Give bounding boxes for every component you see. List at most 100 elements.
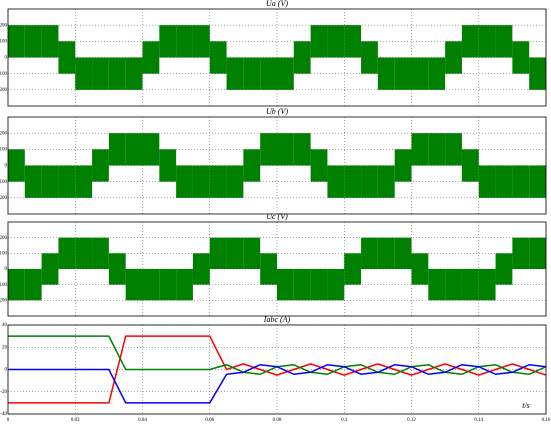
x-tick-label: 0: [7, 418, 10, 423]
pwm-band: [461, 25, 479, 58]
pwm-band: [428, 269, 446, 301]
pwm-band: [478, 25, 496, 58]
pwm-band: [226, 237, 244, 269]
panel-frame: [7, 324, 547, 415]
pwm-band: [260, 57, 277, 90]
pwm-band: [411, 133, 429, 166]
pwm-band: [377, 57, 395, 90]
y-tick-label: 200: [0, 23, 8, 28]
pwm-band: [529, 237, 546, 269]
pwm-band: [159, 25, 177, 58]
pwm-band: [58, 165, 76, 198]
pwm-band: [24, 25, 42, 58]
pwm-band: [277, 57, 294, 90]
pwm-band: [92, 57, 109, 90]
y-tick-label: 20: [2, 345, 8, 350]
y-tick-label: -100: [0, 72, 7, 77]
pwm-band: [512, 165, 530, 198]
panel-title: Ub (V): [266, 107, 288, 116]
pwm-band: [361, 237, 378, 269]
pwm-band: [445, 269, 462, 301]
pwm-band: [478, 269, 496, 301]
y-tick-label: 0: [5, 267, 8, 272]
pwm-band: [159, 149, 177, 182]
y-tick-label: -200: [0, 88, 7, 93]
pwm-band: [92, 149, 109, 182]
pwm-band: [243, 57, 261, 90]
x-tick-label: 0.02: [71, 418, 80, 423]
pwm-band: [176, 25, 193, 58]
pwm-band: [209, 237, 227, 269]
pwm-band: [327, 165, 345, 198]
pwm-band: [310, 269, 328, 301]
pwm-band: [243, 149, 261, 182]
y-tick-label: 100: [0, 251, 8, 256]
pwm-band: [428, 133, 446, 166]
x-axis-label: t/s: [522, 401, 530, 410]
x-tick-label: 0.06: [205, 418, 214, 423]
pwm-band: [192, 253, 210, 285]
pwm-band: [361, 165, 378, 198]
pwm-band: [226, 57, 244, 90]
pwm-band: [377, 237, 395, 269]
pwm-band: [445, 133, 462, 166]
panel-title: Uc (V): [266, 212, 288, 221]
panel-frame: [7, 116, 547, 215]
pwm-band: [293, 133, 311, 166]
pwm-band: [75, 57, 93, 90]
x-tick-label: 0.1: [341, 418, 348, 423]
y-tick-label: 200: [0, 131, 8, 136]
pwm-band: [461, 149, 479, 182]
y-tick-label: -200: [0, 298, 7, 303]
pwm-band: [428, 57, 446, 90]
pwm-band: [512, 41, 530, 74]
y-tick-label: 100: [0, 39, 8, 44]
pwm-band: [461, 269, 479, 301]
x-tick-label: 0.12: [407, 418, 416, 423]
pwm-band: [159, 269, 177, 301]
pwm-band: [394, 57, 412, 90]
y-tick-label: 0: [5, 56, 8, 61]
pwm-band: [495, 25, 513, 58]
pwm-band: [192, 165, 210, 198]
y-tick-label: 0: [5, 368, 8, 373]
pwm-band: [209, 41, 227, 74]
pwm-band: [277, 133, 294, 166]
y-tick-label: -40: [0, 412, 7, 417]
pwm-band: [142, 133, 160, 166]
pwm-band: [495, 165, 513, 198]
pwm-band: [243, 237, 261, 269]
pwm-band: [310, 149, 328, 182]
pwm-band: [512, 237, 530, 269]
y-tick-label: -20: [0, 390, 7, 395]
pwm-band: [176, 165, 193, 198]
pwm-band: [411, 57, 429, 90]
panel-frame: [7, 221, 547, 317]
pwm-band: [411, 253, 429, 285]
pwm-band: [125, 57, 143, 90]
pwm-band: [41, 165, 59, 198]
pwm-band: [344, 165, 362, 198]
pwm-band: [529, 165, 546, 198]
pwm-band: [209, 165, 227, 198]
pwm-band: [529, 57, 546, 90]
y-tick-label: -100: [0, 180, 7, 185]
pwm-band: [361, 41, 378, 74]
y-tick-label: 200: [0, 236, 8, 241]
pwm-band: [293, 41, 311, 74]
pwm-band: [327, 269, 345, 301]
pwm-band: [58, 41, 76, 74]
x-tick-label: 0.08: [273, 418, 282, 423]
panel-frame: [7, 8, 547, 107]
pwm-band: [41, 25, 59, 58]
panel-title: Iabc (A): [263, 315, 291, 324]
pwm-band: [58, 237, 76, 269]
pwm-band: [260, 133, 277, 166]
pwm-band: [125, 269, 143, 301]
y-tick-label: 100: [0, 147, 8, 152]
pwm-band: [108, 133, 126, 166]
pwm-band: [108, 57, 126, 90]
pwm-band: [478, 165, 496, 198]
pwm-band: [277, 269, 294, 301]
pwm-band: [142, 41, 160, 74]
